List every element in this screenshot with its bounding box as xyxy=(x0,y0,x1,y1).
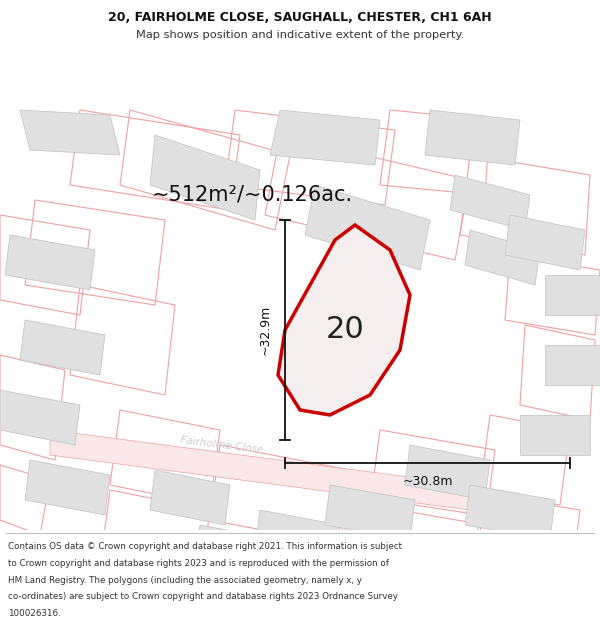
Polygon shape xyxy=(520,415,590,455)
Polygon shape xyxy=(150,135,260,220)
Polygon shape xyxy=(20,320,105,375)
Polygon shape xyxy=(450,175,530,230)
Polygon shape xyxy=(325,485,415,540)
Text: Contains OS data © Crown copyright and database right 2021. This information is : Contains OS data © Crown copyright and d… xyxy=(8,542,402,551)
Polygon shape xyxy=(0,390,80,445)
Polygon shape xyxy=(150,470,230,525)
Polygon shape xyxy=(50,430,470,510)
Polygon shape xyxy=(278,225,410,415)
Polygon shape xyxy=(465,485,555,540)
Polygon shape xyxy=(405,445,490,500)
Text: to Crown copyright and database rights 2023 and is reproduced with the permissio: to Crown copyright and database rights 2… xyxy=(8,559,389,568)
Polygon shape xyxy=(505,215,585,270)
Polygon shape xyxy=(255,510,340,565)
Text: Map shows position and indicative extent of the property.: Map shows position and indicative extent… xyxy=(136,29,464,39)
Polygon shape xyxy=(20,110,120,155)
Polygon shape xyxy=(425,110,520,165)
Text: HM Land Registry. The polygons (including the associated geometry, namely x, y: HM Land Registry. The polygons (includin… xyxy=(8,576,362,584)
Polygon shape xyxy=(25,460,110,515)
Text: 20: 20 xyxy=(326,316,364,344)
Text: co-ordinates) are subject to Crown copyright and database rights 2023 Ordnance S: co-ordinates) are subject to Crown copyr… xyxy=(8,592,398,601)
Polygon shape xyxy=(305,185,430,270)
Text: 20, FAIRHOLME CLOSE, SAUGHALL, CHESTER, CH1 6AH: 20, FAIRHOLME CLOSE, SAUGHALL, CHESTER, … xyxy=(108,11,492,24)
Polygon shape xyxy=(195,525,280,580)
Text: ~512m²/~0.126ac.: ~512m²/~0.126ac. xyxy=(151,185,353,205)
Text: ~30.8m: ~30.8m xyxy=(402,475,453,488)
Polygon shape xyxy=(270,110,380,165)
Polygon shape xyxy=(465,230,540,285)
Text: Fairholme Close: Fairholme Close xyxy=(180,435,264,455)
Polygon shape xyxy=(5,235,95,290)
Polygon shape xyxy=(545,345,600,385)
Polygon shape xyxy=(545,275,600,315)
Text: 100026316.: 100026316. xyxy=(8,609,61,618)
Polygon shape xyxy=(50,535,135,585)
Text: ~32.9m: ~32.9m xyxy=(259,305,272,355)
